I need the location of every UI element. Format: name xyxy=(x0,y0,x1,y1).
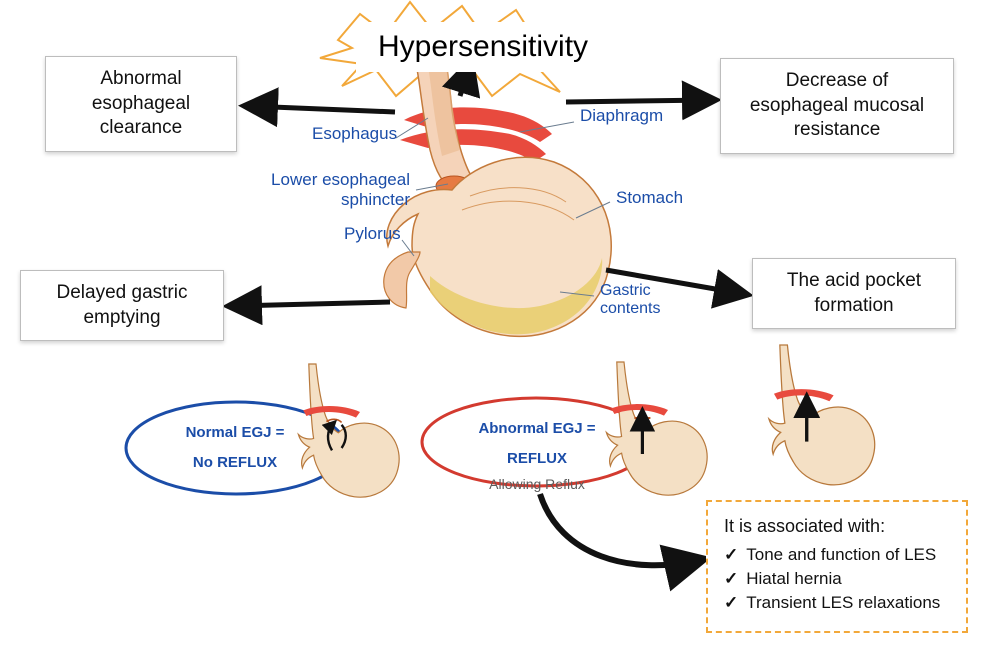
stomach-main xyxy=(384,62,612,336)
caption-abnormal-egj-l1: Abnormal EGJ = xyxy=(452,414,622,444)
caption-normal-egj-l1: Normal EGJ = xyxy=(150,418,320,448)
caption-abnormal-egj-l2: REFLUX xyxy=(452,444,622,474)
causes-item: Hiatal hernia xyxy=(724,569,946,589)
box-acid-pocket: The acid pocketformation xyxy=(752,258,956,329)
diagram-stage: { "canvas": { "width": 986, "height": 65… xyxy=(0,0,986,654)
caption-normal-egj-l2: No REFLUX xyxy=(150,448,320,478)
anatomy-pointer-lines xyxy=(396,118,610,296)
causes-header: It is associated with: xyxy=(724,516,946,537)
box-mucosal-resistance: Decrease ofesophageal mucosalresistance xyxy=(720,58,954,154)
box-abnormal-clearance-text: Abnormalesophagealclearance xyxy=(92,68,190,138)
causes-list: Tone and function of LES Hiatal hernia T… xyxy=(724,545,946,613)
box-abnormal-clearance: Abnormalesophagealclearance xyxy=(45,56,237,152)
label-gastric-contents: Gastriccontents xyxy=(600,282,660,318)
caption-abnormal-egj: Abnormal EGJ = REFLUX Allowing Reflux xyxy=(452,414,622,492)
causes-box: It is associated with: Tone and function… xyxy=(706,500,968,633)
mini-stomach-right xyxy=(769,345,875,485)
label-diaphragm: Diaphragm xyxy=(580,106,663,126)
box-delayed-emptying-text: Delayed gastricemptying xyxy=(57,282,188,328)
causes-item: Tone and function of LES xyxy=(724,545,946,565)
box-acid-pocket-text: The acid pocketformation xyxy=(787,270,921,316)
label-stomach: Stomach xyxy=(616,188,683,208)
caption-abnormal-egj-sub: Allowing Reflux xyxy=(452,476,622,492)
box-delayed-emptying: Delayed gastricemptying xyxy=(20,270,224,341)
label-les: Lower esophagealsphincter xyxy=(270,170,410,210)
caption-normal-egj: Normal EGJ = No REFLUX xyxy=(150,418,320,478)
causes-item: Transient LES relaxations xyxy=(724,593,946,613)
arrow-to-causes xyxy=(540,494,700,565)
label-pylorus: Pylorus xyxy=(344,224,401,244)
label-esophagus: Esophagus xyxy=(312,124,392,144)
box-mucosal-resistance-text: Decrease ofesophageal mucosalresistance xyxy=(750,70,924,140)
title-hypersensitivity: Hypersensitivity xyxy=(356,22,610,72)
